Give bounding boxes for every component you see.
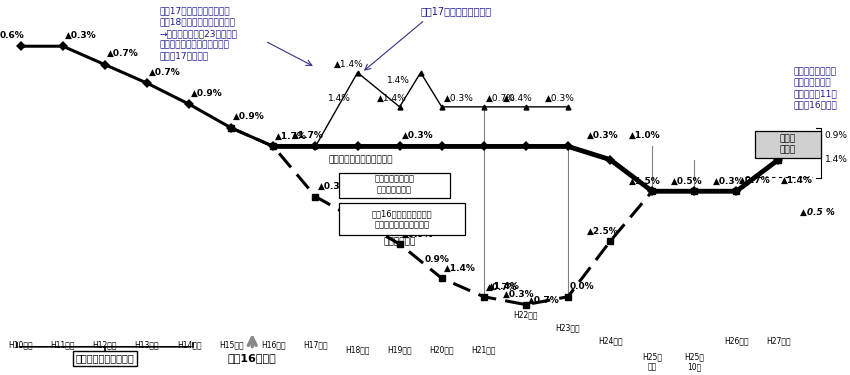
Text: H20年度: H20年度 bbox=[429, 345, 454, 354]
Text: ▲0.7%: ▲0.7% bbox=[528, 296, 560, 305]
Text: ▲0.5%: ▲0.5% bbox=[672, 177, 703, 186]
Text: ▲1.4%: ▲1.4% bbox=[444, 264, 476, 273]
Text: H15年度: H15年度 bbox=[219, 340, 244, 349]
Text: ▲0.3%: ▲0.3% bbox=[713, 177, 745, 186]
Text: 実際に支給されて
いた年金の水準: 実際に支給されて いた年金の水準 bbox=[375, 175, 415, 195]
Text: ▲0.3%: ▲0.3% bbox=[502, 290, 535, 299]
Text: H23年度: H23年度 bbox=[556, 323, 581, 332]
Text: ▲0.7%: ▲0.7% bbox=[486, 94, 516, 103]
Text: ▲0.3%: ▲0.3% bbox=[587, 131, 619, 140]
Text: H22年度: H22年度 bbox=[513, 310, 538, 319]
Text: 0.0%: 0.0% bbox=[570, 282, 595, 291]
Text: 0.6%: 0.6% bbox=[0, 31, 25, 40]
Text: 前年度と比較して
名目額が上がる
のは、平成11年
度以来16年ぶり: 前年度と比較して 名目額が上がる のは、平成11年 度以来16年ぶり bbox=[793, 67, 837, 110]
Text: H25年
10月: H25年 10月 bbox=[684, 352, 705, 372]
Text: 1.4%: 1.4% bbox=[824, 155, 847, 164]
Text: 平成17年以降の物価変動: 平成17年以降の物価変動 bbox=[421, 7, 492, 16]
Text: 特例水
準解消: 特例水 準解消 bbox=[779, 135, 796, 154]
Text: ▲0.3%: ▲0.3% bbox=[545, 94, 575, 103]
FancyBboxPatch shape bbox=[756, 130, 820, 158]
Text: ▲1.5%: ▲1.5% bbox=[629, 177, 660, 186]
Text: H19年度: H19年度 bbox=[388, 345, 412, 354]
Text: 平成16年改正後の法律が
規定する本来の年金水準: 平成16年改正後の法律が 規定する本来の年金水準 bbox=[371, 209, 432, 229]
Text: ▲0.3%: ▲0.3% bbox=[402, 131, 434, 140]
Text: 0.9%: 0.9% bbox=[425, 255, 450, 264]
Text: H13年度: H13年度 bbox=[135, 340, 159, 349]
Text: H18年度: H18年度 bbox=[345, 345, 370, 354]
Text: H21年度: H21年度 bbox=[472, 345, 496, 354]
Text: ▲0.5 %: ▲0.5 % bbox=[800, 208, 835, 217]
Text: ▲2.5%: ▲2.5% bbox=[587, 227, 619, 236]
Text: ▲0.7%: ▲0.7% bbox=[149, 68, 181, 76]
Text: H12年度: H12年度 bbox=[93, 340, 117, 349]
Text: ▲1.4%: ▲1.4% bbox=[334, 60, 364, 69]
FancyBboxPatch shape bbox=[338, 173, 450, 198]
Text: H17年度: H17年度 bbox=[303, 340, 328, 349]
Text: 物価スライド特例措置: 物価スライド特例措置 bbox=[76, 353, 134, 363]
Text: H14年度: H14年度 bbox=[177, 340, 201, 349]
Text: H11年度: H11年度 bbox=[51, 340, 75, 349]
Text: 1.4%: 1.4% bbox=[328, 94, 351, 104]
Text: ▲0.9%: ▲0.9% bbox=[402, 230, 434, 239]
Text: 1.4%: 1.4% bbox=[387, 76, 410, 85]
Text: H24年度: H24年度 bbox=[598, 336, 622, 345]
Text: 平成16年改正: 平成16年改正 bbox=[228, 353, 276, 363]
Text: 平成17年に物価が下落し、
平成18年度の年金額を引下げ
→これ以降、平成23年度に年
金額を引き下げるまで、基準
は平成17年の物価: 平成17年に物価が下落し、 平成18年度の年金額を引下げ →これ以降、平成23年… bbox=[160, 7, 238, 60]
Text: H26年度: H26年度 bbox=[724, 336, 749, 345]
Text: ▲0.7%: ▲0.7% bbox=[107, 49, 139, 58]
Text: ▲0.7%: ▲0.7% bbox=[739, 176, 770, 184]
Text: ▲1.4%: ▲1.4% bbox=[780, 176, 813, 184]
Text: ▲1.7%: ▲1.7% bbox=[292, 131, 324, 140]
Text: ▲1.7%: ▲1.7% bbox=[275, 132, 308, 141]
Text: ▲0.9%: ▲0.9% bbox=[234, 112, 265, 122]
Text: H10年度: H10年度 bbox=[8, 340, 33, 349]
Text: ▲1.0%: ▲1.0% bbox=[629, 131, 660, 140]
Text: ▲1.4%: ▲1.4% bbox=[377, 94, 406, 103]
Text: H25年
４月: H25年 ４月 bbox=[643, 352, 662, 372]
Text: ▲0.7%: ▲0.7% bbox=[486, 282, 518, 291]
FancyBboxPatch shape bbox=[338, 203, 465, 235]
Text: ▲0.3%: ▲0.3% bbox=[318, 182, 349, 191]
Text: H27年度: H27年度 bbox=[766, 336, 790, 345]
Text: ▲1.4%: ▲1.4% bbox=[488, 282, 520, 291]
Text: ▲0.8%: ▲0.8% bbox=[360, 206, 391, 215]
Text: H16年度: H16年度 bbox=[261, 340, 286, 349]
Text: （本来水準）: （本来水準） bbox=[383, 237, 416, 246]
Text: 0.9%: 0.9% bbox=[824, 131, 847, 140]
Text: ▲0.3%: ▲0.3% bbox=[65, 31, 97, 40]
Text: ▲0.3%: ▲0.3% bbox=[444, 94, 473, 103]
Text: ▲0.4%: ▲0.4% bbox=[502, 94, 532, 103]
Text: ▲0.9%: ▲0.9% bbox=[191, 88, 223, 98]
Text: （物価スライド特例水準）: （物価スライド特例水準） bbox=[328, 156, 393, 165]
